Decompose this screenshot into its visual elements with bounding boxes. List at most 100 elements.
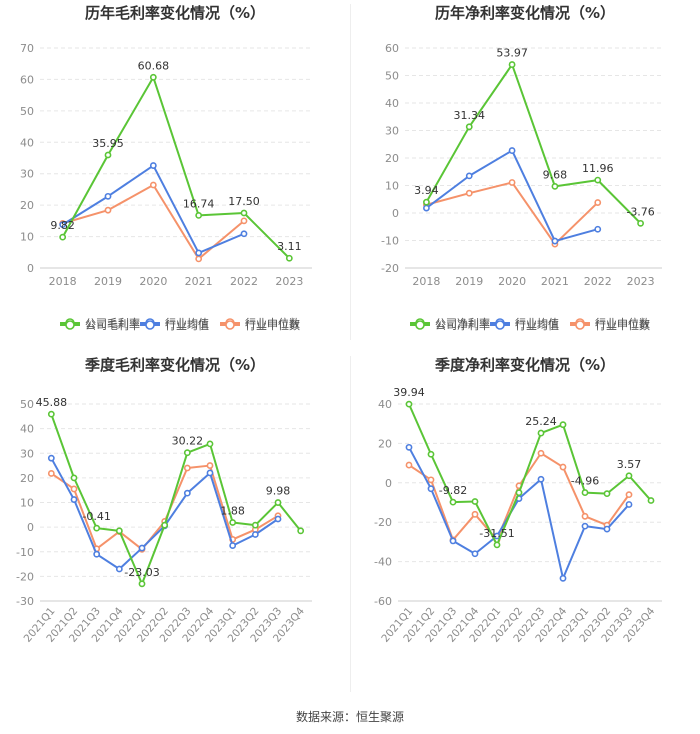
data-point-blue — [229, 542, 237, 549]
legend-label: 公司净利率 — [435, 318, 490, 332]
data-point-green — [274, 499, 282, 506]
y-tick-label: 40 — [378, 398, 392, 411]
y-tick-label: 20 — [385, 152, 399, 165]
data-point-green — [59, 233, 67, 241]
data-point-orange — [559, 463, 567, 471]
data-point-green — [581, 489, 589, 496]
data-point-blue — [471, 550, 479, 558]
data-label: -3.76 — [626, 205, 654, 218]
legend-item-green[interactable]: 公司净利率 — [410, 318, 490, 332]
series-line-blue — [408, 446, 630, 580]
legend-marker — [225, 320, 235, 330]
chart-title: 季度净利率变化情况（%） — [435, 356, 615, 374]
data-point-green — [647, 497, 655, 504]
data-point-orange — [427, 476, 435, 484]
y-tick-label: 30 — [385, 125, 399, 138]
y-tick-label: -10 — [16, 546, 34, 559]
series-line-green — [425, 63, 642, 225]
data-label: 53.97 — [496, 47, 528, 60]
legend-label: 行业中位数 — [245, 318, 300, 332]
data-label: 9.82 — [50, 219, 75, 232]
data-label: 16.74 — [183, 197, 215, 210]
panel-divider-top — [350, 4, 351, 340]
data-point-green — [47, 410, 55, 418]
data-label: 30.22 — [172, 435, 204, 448]
data-label: -23.03 — [124, 566, 159, 579]
data-point-blue — [551, 237, 559, 245]
data-label: -31.51 — [479, 527, 514, 540]
x-tick-label: 2018 — [49, 275, 77, 288]
y-tick-label: 40 — [20, 136, 34, 149]
data-point-blue — [427, 485, 435, 493]
legend-item-orange[interactable]: 行业中位数 — [570, 318, 650, 332]
legend-item-green[interactable]: 公司毛利率 — [60, 318, 140, 332]
legend-label: 行业中位数 — [595, 318, 650, 332]
data-point-blue — [449, 537, 457, 545]
legend-item-orange[interactable]: 行业中位数 — [220, 318, 300, 332]
data-point-blue — [581, 522, 589, 530]
x-tick-label: 2020 — [139, 275, 167, 288]
data-point-blue — [405, 443, 413, 451]
legend-label: 公司净利率 — [435, 316, 490, 330]
data-point-green — [537, 429, 545, 437]
data-point-green — [206, 440, 214, 448]
series-line-orange — [62, 184, 245, 260]
legend-label: 行业中位数 — [245, 316, 300, 330]
data-label: 3.57 — [617, 458, 642, 471]
legend-marker — [415, 320, 425, 330]
x-tick-label: 2023 — [627, 275, 655, 288]
data-label: -9.82 — [439, 484, 467, 497]
series-line-blue — [62, 164, 245, 254]
legend-marker — [575, 320, 585, 330]
y-tick-label: 20 — [20, 472, 34, 485]
data-point-orange — [183, 464, 191, 472]
data-point-green — [240, 209, 248, 217]
data-point-green — [559, 421, 567, 429]
data-point-green — [183, 449, 191, 457]
x-tick-label: 2018 — [412, 275, 440, 288]
data-point-green — [508, 61, 516, 68]
data-point-green — [138, 580, 146, 588]
data-label: 3.11 — [277, 240, 302, 253]
data-label: 60.68 — [138, 59, 170, 72]
x-tick-label: 2020 — [498, 275, 526, 288]
y-tick-label: 60 — [20, 73, 34, 86]
chart-panel-4: 季度净利率变化情况（%）-60-40-20020402021Q12021Q220… — [374, 318, 662, 645]
y-tick-label: -40 — [374, 556, 392, 569]
y-tick-label: 30 — [20, 168, 34, 181]
data-point-blue — [559, 574, 567, 582]
legend-item-blue[interactable]: 行业均值 — [490, 319, 559, 332]
chart-title: 历年毛利率变化情况（%） — [85, 4, 265, 22]
y-tick-label: 20 — [378, 437, 392, 450]
data-point-green — [149, 73, 157, 81]
data-label: 45.88 — [36, 396, 68, 409]
x-tick-label: 2022 — [230, 275, 258, 288]
y-tick-label: 50 — [385, 70, 399, 83]
data-point-blue — [115, 565, 123, 573]
chart-title: 季度毛利率变化情况（%） — [85, 356, 265, 374]
data-point-blue — [537, 475, 545, 483]
data-label: 3.94 — [414, 184, 439, 197]
data-point-orange — [206, 462, 214, 469]
data-point-green — [285, 254, 293, 262]
data-point-green — [551, 182, 559, 190]
y-tick-label: 50 — [20, 398, 34, 411]
y-tick-label: 40 — [385, 97, 399, 110]
data-source-note: 数据来源：恒生聚源 — [295, 710, 404, 724]
data-point-green — [115, 527, 123, 535]
legend-item-blue[interactable]: 行业均值 — [140, 319, 209, 332]
data-label: 31.34 — [454, 109, 486, 122]
data-point-blue — [240, 230, 248, 238]
data-point-green — [93, 524, 101, 532]
data-point-blue — [195, 249, 203, 257]
data-point-blue — [274, 515, 282, 523]
data-point-green — [515, 489, 523, 497]
y-tick-label: 70 — [20, 42, 34, 55]
data-label: -4.96 — [571, 475, 599, 488]
y-tick-label: -20 — [374, 516, 392, 529]
y-tick-label: 40 — [20, 423, 34, 436]
y-tick-label: 60 — [385, 42, 399, 55]
legend-label: 公司毛利率 — [85, 318, 140, 332]
legend-label: 行业均值 — [165, 319, 209, 332]
data-point-green — [70, 474, 78, 482]
